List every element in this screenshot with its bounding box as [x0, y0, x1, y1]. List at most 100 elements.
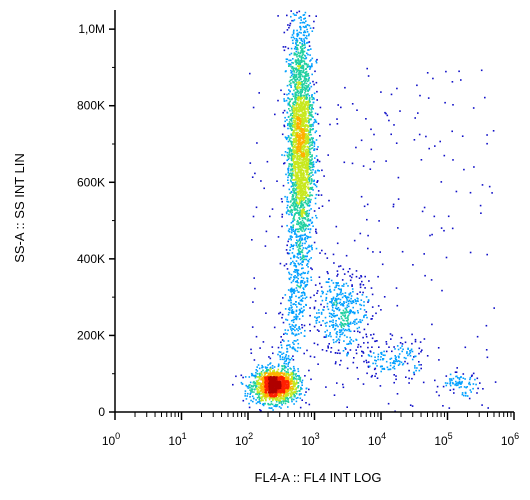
event-dot: [262, 395, 264, 398]
event-dot: [395, 378, 397, 381]
event-dot: [289, 396, 291, 399]
event-dot: [259, 347, 261, 349]
event-dot: [479, 382, 481, 384]
event-dot: [304, 11, 307, 14]
event-dot: [274, 374, 277, 377]
event-dot: [297, 146, 300, 149]
event-dot: [370, 334, 372, 336]
event-dot: [256, 373, 259, 375]
event-dot: [297, 108, 300, 111]
event-dot: [349, 342, 352, 344]
event-dot: [287, 344, 289, 346]
event-dot: [291, 310, 293, 312]
event-dot: [367, 247, 369, 250]
event-dot: [298, 251, 301, 254]
event-dot: [295, 113, 297, 116]
event-dot: [365, 314, 367, 316]
event-dot: [304, 37, 307, 39]
event-dot: [366, 361, 368, 364]
event-dot: [301, 120, 304, 123]
event-dot: [296, 110, 299, 113]
event-dot: [306, 170, 309, 172]
event-dot: [443, 229, 445, 232]
event-dot: [292, 105, 294, 107]
event-dot: [435, 391, 438, 393]
event-dot: [293, 70, 295, 72]
event-dot: [359, 303, 361, 306]
event-dot: [248, 376, 251, 378]
event-dot: [293, 19, 296, 21]
event-dot: [263, 376, 265, 379]
event-dot: [260, 409, 262, 412]
event-dot: [296, 186, 299, 189]
event-dot: [409, 350, 411, 352]
event-dot: [345, 282, 348, 285]
event-dot: [268, 388, 271, 390]
event-dot: [345, 308, 347, 311]
event-dot: [420, 364, 422, 366]
event-dot: [290, 391, 293, 393]
event-dot: [295, 191, 297, 194]
event-dot: [360, 139, 363, 142]
event-dot: [346, 304, 349, 307]
event-dot: [281, 387, 283, 390]
event-dot: [292, 194, 295, 197]
event-dot: [371, 306, 374, 308]
event-dot: [269, 397, 271, 399]
event-dot: [261, 403, 264, 406]
event-dot: [249, 386, 251, 389]
event-dot: [395, 356, 397, 358]
event-dot: [290, 238, 292, 241]
event-dot: [298, 313, 300, 315]
event-dot: [492, 130, 495, 132]
event-dot: [301, 388, 303, 390]
event-dot: [297, 110, 300, 112]
event-dot: [306, 28, 308, 31]
event-dot: [277, 353, 279, 356]
event-dot: [262, 393, 264, 396]
event-dot: [291, 347, 294, 350]
event-dot: [317, 309, 320, 311]
event-dot: [308, 369, 310, 372]
event-dot: [307, 154, 309, 157]
event-dot: [291, 376, 294, 378]
event-dot: [358, 326, 360, 329]
event-dot: [261, 382, 263, 385]
event-dot: [302, 297, 304, 299]
event-dot: [303, 18, 305, 20]
event-dot: [305, 114, 307, 116]
event-dot: [269, 394, 271, 397]
event-dot: [383, 350, 385, 353]
event-dot: [289, 122, 292, 125]
event-dot: [287, 357, 290, 360]
event-dot: [292, 95, 295, 98]
event-dot: [270, 391, 273, 393]
event-dot: [308, 175, 310, 177]
event-dot: [303, 309, 305, 311]
event-dot: [286, 93, 288, 96]
event-dot: [350, 297, 352, 300]
event-dot: [380, 365, 382, 368]
event-dot: [296, 147, 299, 149]
event-dot: [303, 155, 305, 157]
event-dot: [314, 157, 316, 159]
event-dot: [310, 147, 312, 150]
event-dot: [392, 366, 394, 369]
event-dot: [321, 292, 324, 295]
event-dot: [306, 165, 308, 167]
event-dot: [283, 382, 286, 385]
event-dot: [309, 68, 311, 70]
event-dot: [393, 362, 395, 364]
event-dot: [298, 56, 301, 58]
event-dot: [444, 382, 447, 384]
event-dot: [308, 65, 311, 68]
event-dot: [487, 407, 489, 409]
event-dot: [302, 53, 304, 55]
event-dot: [257, 391, 260, 393]
event-dot: [293, 120, 296, 123]
event-dot: [259, 390, 262, 393]
event-dot: [284, 376, 287, 379]
event-dot: [306, 177, 309, 179]
event-dot: [393, 381, 395, 384]
event-dot: [311, 94, 313, 96]
